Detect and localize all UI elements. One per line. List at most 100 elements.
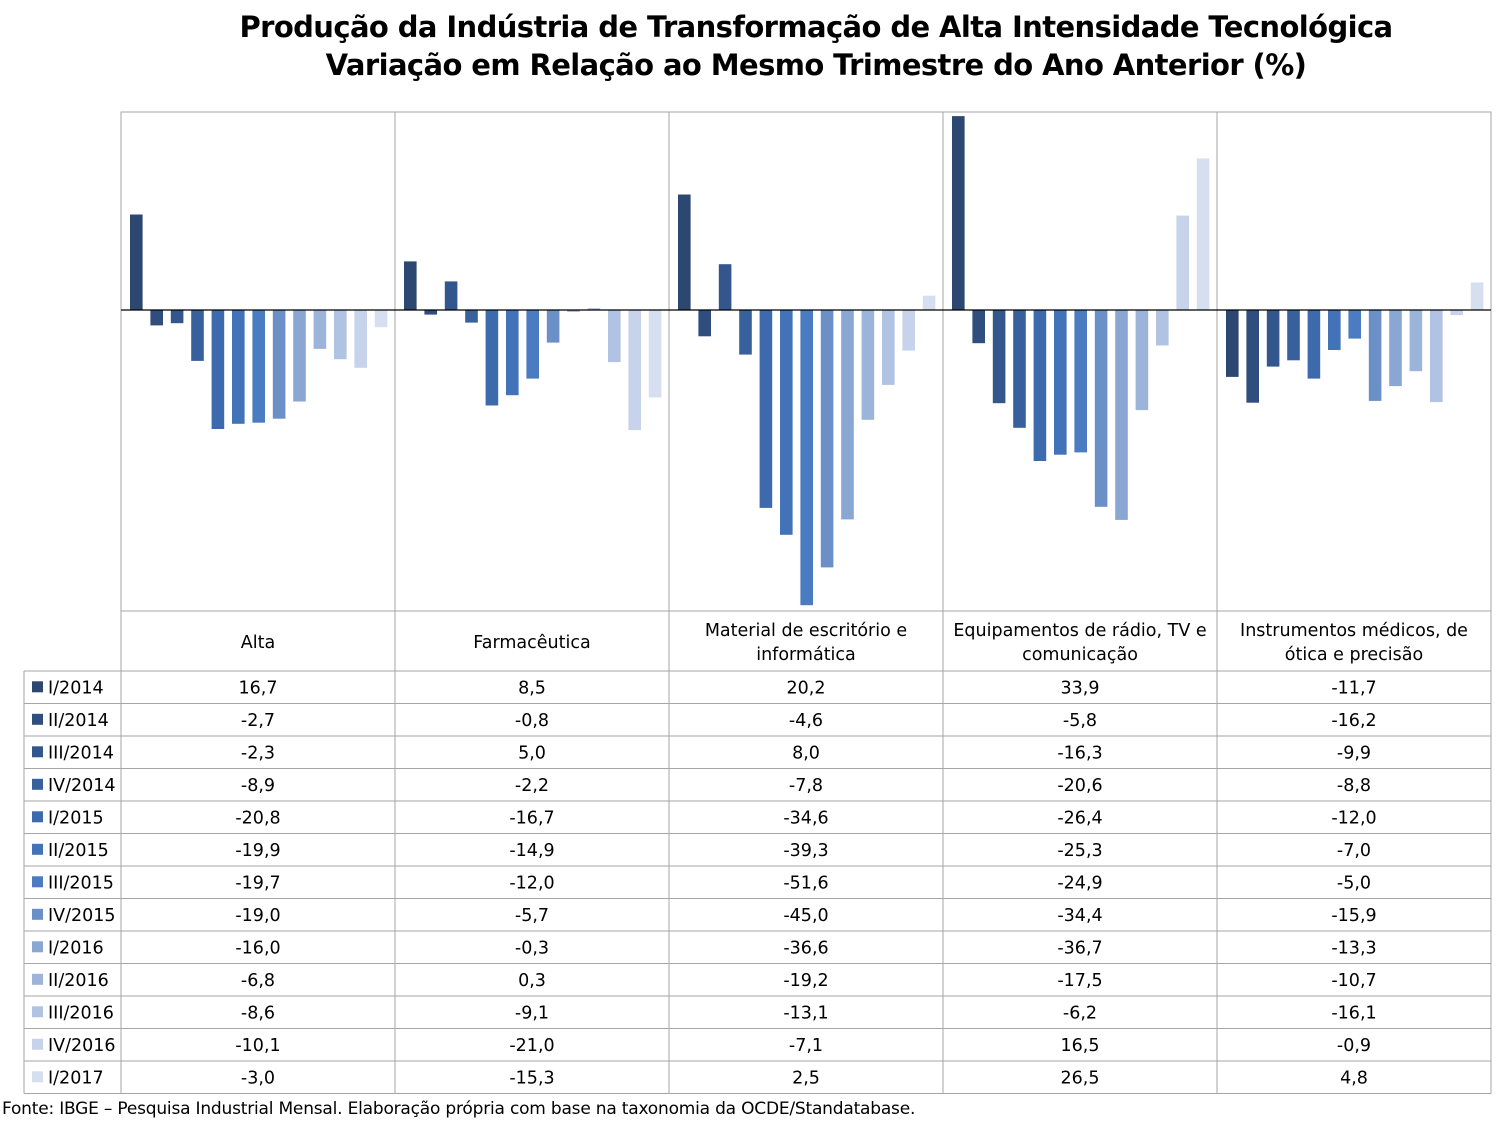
data-label: 33,9 — [1061, 678, 1100, 698]
data-label: -6,2 — [1063, 1003, 1097, 1023]
data-label: -8,8 — [1337, 776, 1371, 796]
legend-label: I/2017 — [48, 1068, 104, 1088]
data-label: -19,2 — [783, 971, 828, 991]
legend-swatch — [32, 811, 43, 823]
data-label: -8,6 — [241, 1003, 275, 1023]
data-label: -15,3 — [509, 1068, 554, 1088]
category-label: ótica e precisão — [1285, 645, 1423, 665]
bar — [1246, 310, 1259, 403]
bar — [1156, 310, 1169, 346]
data-label: -36,6 — [783, 938, 828, 958]
data-label: -7,0 — [1337, 841, 1371, 861]
data-label: 2,5 — [792, 1068, 820, 1088]
legend-swatch — [32, 778, 43, 790]
data-label: -36,7 — [1057, 938, 1102, 958]
bar — [628, 310, 641, 431]
data-label: -2,7 — [241, 711, 275, 731]
legend-swatch — [32, 1006, 43, 1018]
data-label: -5,0 — [1337, 873, 1371, 893]
data-label: -24,9 — [1057, 873, 1102, 893]
data-label: -4,6 — [789, 711, 823, 731]
data-label: 8,5 — [518, 678, 546, 698]
chart-title: Produção da Indústria de Transformação d… — [239, 10, 1393, 44]
bar — [506, 310, 519, 396]
data-label: -21,0 — [509, 1036, 554, 1056]
data-label: -14,9 — [509, 841, 554, 861]
bar — [861, 310, 875, 420]
bar — [1348, 310, 1361, 339]
bar — [1054, 310, 1067, 455]
bar — [972, 310, 985, 344]
data-label: -20,8 — [235, 808, 280, 828]
data-label: -16,2 — [1331, 711, 1376, 731]
bar — [546, 310, 560, 343]
bar — [992, 310, 1006, 404]
data-label: -2,3 — [241, 743, 275, 763]
data-table: Alta Farmacêutica Material de escritório e… — [23, 611, 1492, 1094]
bar — [1266, 310, 1280, 367]
bar — [465, 310, 478, 323]
data-label: -15,9 — [1331, 906, 1376, 926]
bar — [841, 310, 854, 520]
data-label: -10,7 — [1331, 971, 1376, 991]
bar — [252, 310, 265, 423]
legend-label: II/2015 — [48, 841, 109, 861]
data-label: -34,4 — [1057, 906, 1102, 926]
data-label: -17,5 — [1057, 971, 1102, 991]
legend-label: I/2014 — [48, 678, 104, 698]
category-label: Material de escritório e — [705, 621, 907, 641]
data-label: -7,8 — [789, 776, 823, 796]
bar — [820, 310, 834, 568]
bar — [313, 310, 327, 349]
data-label: -12,0 — [1331, 808, 1376, 828]
legend-label: IV/2016 — [48, 1036, 116, 1056]
legend-swatch — [32, 1071, 43, 1083]
legend-label: IV/2014 — [48, 776, 116, 796]
bar — [1135, 310, 1149, 411]
bar — [648, 310, 662, 398]
legend-swatch — [32, 908, 43, 920]
legend-label: IV/2015 — [48, 906, 116, 926]
data-label: -0,9 — [1337, 1036, 1371, 1056]
bar — [1176, 215, 1189, 310]
data-label: -26,4 — [1057, 808, 1102, 828]
bar — [1287, 310, 1300, 361]
data-label: -12,0 — [509, 873, 554, 893]
legend-label: I/2015 — [48, 808, 104, 828]
legend-label: III/2014 — [48, 743, 114, 763]
data-label: -0,8 — [515, 711, 549, 731]
bar — [587, 308, 601, 310]
legend-swatch — [32, 973, 43, 985]
bar — [780, 310, 793, 535]
bar — [882, 310, 895, 385]
bar — [150, 310, 163, 326]
bar — [293, 310, 306, 402]
data-label: -5,7 — [515, 906, 549, 926]
data-label: -9,9 — [1337, 743, 1371, 763]
bars-layer — [130, 116, 1484, 606]
legend-swatch — [32, 941, 43, 953]
legend-swatch — [32, 681, 43, 693]
bar — [485, 310, 499, 406]
data-label: -25,3 — [1057, 841, 1102, 861]
bar — [334, 310, 347, 360]
bar — [130, 214, 143, 310]
bar — [1094, 310, 1108, 507]
data-label: -34,6 — [783, 808, 828, 828]
bar — [526, 310, 539, 379]
category-label: Farmacêutica — [473, 633, 590, 653]
bar — [698, 310, 711, 337]
data-label: -11,7 — [1331, 678, 1376, 698]
legend-swatch — [32, 876, 43, 888]
category-label: Alta — [241, 633, 275, 653]
bar — [739, 310, 752, 355]
data-label: -51,6 — [783, 873, 828, 893]
data-label: -13,3 — [1331, 938, 1376, 958]
bar — [211, 310, 225, 429]
bar — [1450, 310, 1463, 316]
legend-swatch — [32, 746, 43, 758]
category-label: Instrumentos médicos, de — [1240, 621, 1468, 641]
data-label: -10,1 — [235, 1036, 280, 1056]
data-label: -7,1 — [789, 1036, 823, 1056]
